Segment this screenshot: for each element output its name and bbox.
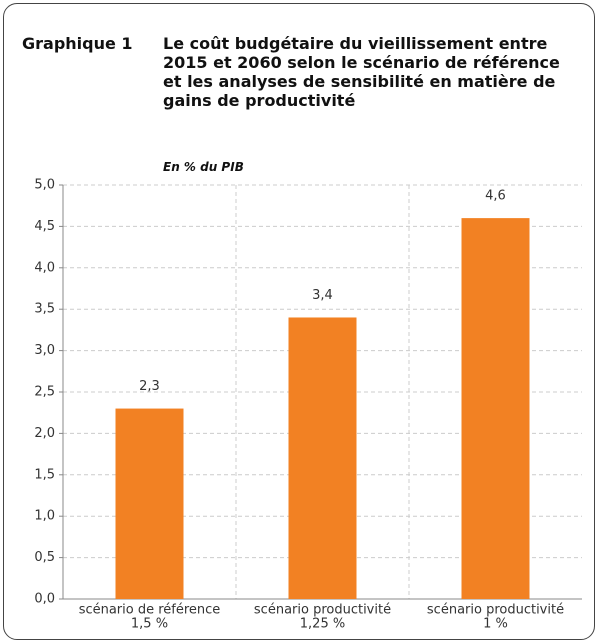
y-tick-label: 4,0 — [34, 260, 55, 275]
x-tick-label: scénario productivité — [427, 603, 564, 618]
x-tick-label: 1,5 % — [131, 617, 168, 632]
y-tick-label: 3,0 — [34, 343, 55, 358]
bar — [115, 408, 184, 599]
y-tick-label: 1,0 — [34, 509, 55, 524]
x-tick-label: scénario productivité — [254, 603, 391, 618]
y-tick-label: 0,5 — [34, 550, 55, 565]
x-tick-label: scénario de référence — [79, 603, 221, 618]
chart-label: Graphique 1 — [22, 34, 133, 53]
value-label: 3,4 — [312, 288, 333, 303]
y-tick-label: 0,0 — [34, 592, 55, 607]
chart-subtitle: En % du PIB — [163, 160, 244, 174]
y-tick-label: 5,0 — [34, 178, 55, 193]
y-tick-label: 1,5 — [34, 467, 55, 482]
bar — [288, 317, 357, 599]
bar — [461, 218, 530, 599]
y-tick-label: 4,5 — [34, 219, 55, 234]
frame — [3, 3, 595, 640]
x-tick-label: 1,25 % — [300, 617, 345, 632]
value-label: 4,6 — [485, 189, 506, 204]
y-tick-label: 2,5 — [34, 385, 55, 400]
chart-title: Le coût budgétaire du vieillissement ent… — [163, 34, 560, 110]
value-label: 2,3 — [139, 379, 160, 394]
y-tick-label: 3,5 — [34, 302, 55, 317]
y-tick-label: 2,0 — [34, 426, 55, 441]
x-tick-label: 1 % — [483, 617, 508, 632]
